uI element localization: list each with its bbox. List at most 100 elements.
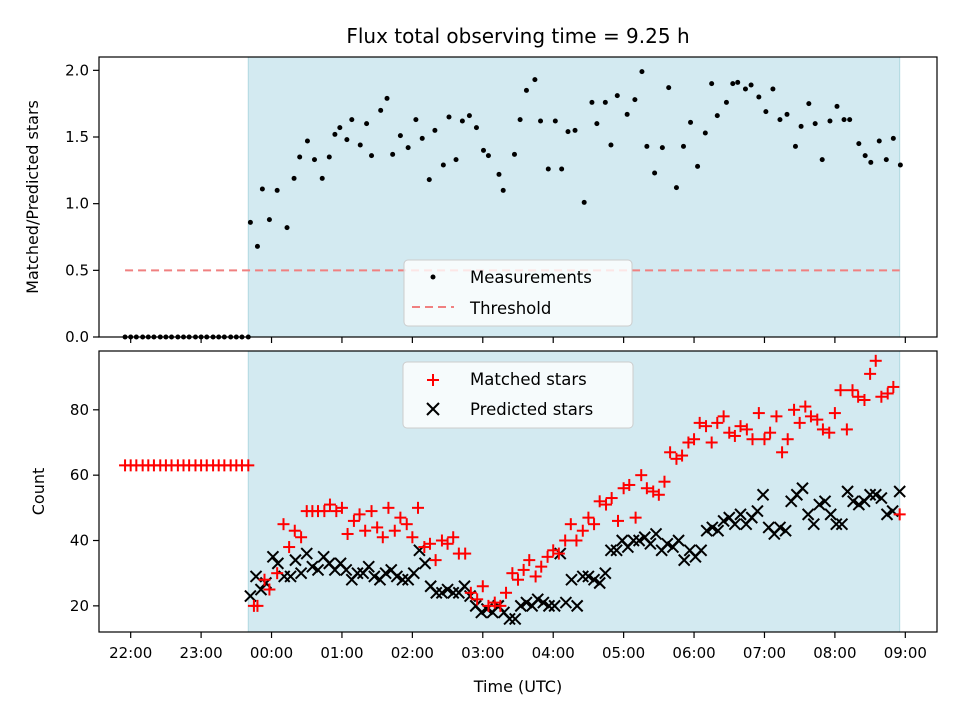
predicted-star-point [773,521,787,534]
matched-star-point [500,586,513,599]
predicted-star-point [441,583,454,596]
predicted-star-point [368,570,381,583]
measurement-point [777,117,783,123]
measurement-point [453,157,459,163]
measurement-point [378,107,384,113]
measurement-point [748,82,754,88]
legend-label-predicted: Predicted stars [470,400,593,419]
predicted-star-point [734,508,747,521]
measurement-point [326,154,332,160]
matched-star-point [388,524,401,537]
predicted-star-point [503,612,516,626]
predicted-star-point [559,596,573,609]
measurement-point [666,85,672,91]
measurement-point [695,163,701,169]
measurement-point [511,151,517,157]
ratio-y-tick-label: 0.0 [65,328,89,346]
predicted-star-point [677,553,691,567]
predicted-star-point [627,534,640,547]
matched-star-point [788,403,801,416]
matched-star-point [459,547,472,560]
measurement-point [798,123,804,129]
legend-marker-measurements [430,274,436,280]
count-legend-box [402,361,634,429]
matched-star-point [529,570,542,583]
measurement-point [856,141,862,147]
predicted-star-point [284,570,297,583]
legend-label-matched: Matched stars [470,370,587,389]
x-tick-label: 03:00 [461,644,504,662]
measurement-point [304,138,310,144]
measurement-point [841,117,847,123]
measurement-point [897,162,903,168]
x-tick-label: 04:00 [532,644,575,662]
matched-star-point [776,446,789,459]
matched-star-point [700,420,713,433]
measurement-point [297,154,303,160]
matched-star-point [359,524,372,537]
measurement-point [735,79,741,85]
x-tick-label: 23:00 [179,644,222,662]
measurement-point [517,117,523,123]
count-axes-frame [98,350,938,633]
legend-marker-matched [427,374,439,386]
matched-star-point [740,423,753,436]
measurement-point [390,151,396,157]
matched-star-point [512,573,524,586]
legend-marker-predicted [426,402,440,416]
predicted-star-point [339,563,353,577]
measurement-point [834,103,840,109]
measurement-point [532,77,538,83]
matched-star-point [823,426,836,439]
x-tick-label: 05:00 [602,644,645,662]
matched-star-point [251,599,264,612]
measurement-point [680,143,686,149]
measurement-point [500,187,506,193]
measurement-point [632,97,638,103]
matched-star-point [506,567,519,580]
matched-star-point [629,511,642,524]
measurement-point [742,86,748,92]
x-tick-label: 07:00 [743,644,786,662]
measurement-point [763,109,769,115]
measurement-point [883,157,889,163]
measurement-point [496,171,502,177]
count-y-label: Count [29,468,48,516]
x-tick-label: 01:00 [320,644,363,662]
predicted-star-point [244,589,257,603]
x-tick-label: 02:00 [391,644,434,662]
measurement-point [868,159,874,165]
measurement-point [440,162,446,168]
matched-star-point [717,410,730,423]
predicted-star-point [756,488,770,501]
measurement-point [369,153,375,159]
predicted-star-point [644,537,657,550]
measurement-point [545,166,551,172]
matched-star-point [593,495,606,508]
predicted-star-point [351,566,364,580]
matched-star-point [371,521,384,534]
count-y-tick-label: 20 [70,597,89,615]
predicted-star-point [700,524,713,537]
ratio-y-ticks: 0.0 0.5 1.0 1.5 2.0 [65,61,99,346]
matched-star-point [834,384,847,397]
matched-star-point [441,537,454,550]
measurement-point [311,157,317,163]
matched-star-point [864,367,877,380]
measurement-point [344,137,350,143]
ratio-legend: Measurements Threshold [403,259,633,327]
predicted-star-point [604,544,618,557]
matched-star-point [588,518,601,531]
matched-star-point [781,433,794,446]
matched-star-point [811,413,824,426]
matched-star-point [394,511,407,524]
measurement-point [480,147,486,153]
ratio-legend-box [403,259,633,327]
matched-star-point [605,492,618,505]
predicted-star-point [869,488,882,501]
predicted-star-point [694,544,708,557]
x-tick-label: 09:00 [884,644,927,662]
matched-star-point [382,501,395,514]
predicted-star-point [632,534,646,547]
